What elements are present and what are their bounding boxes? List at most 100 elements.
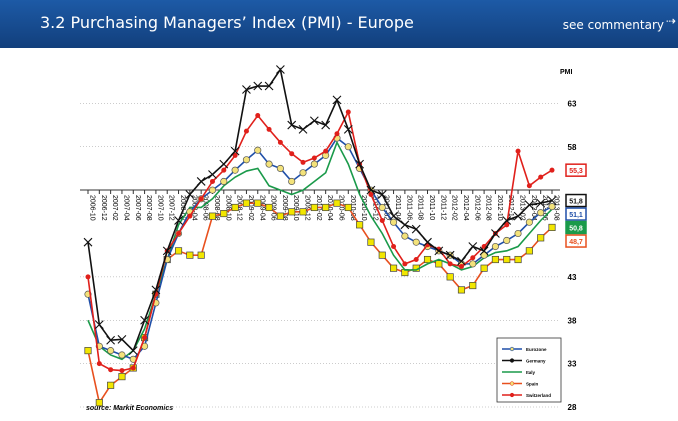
data-point <box>447 261 453 267</box>
data-point <box>344 143 352 151</box>
data-point <box>187 213 193 219</box>
x-tick-label: 2011-06 <box>405 195 412 220</box>
data-point <box>174 216 183 225</box>
data-point <box>514 229 522 238</box>
data-point <box>162 246 172 256</box>
page-title: 3.2 Purchasing Managers’ Index (PMI) - E… <box>40 13 414 32</box>
data-point <box>117 334 127 344</box>
data-point <box>469 282 477 290</box>
data-point <box>209 178 215 184</box>
end-label: 50,8 <box>569 226 583 233</box>
data-point <box>480 251 488 259</box>
commentary-link[interactable]: see commentary <box>562 18 664 32</box>
data-point <box>378 203 386 212</box>
data-point <box>446 273 454 281</box>
data-point <box>504 222 510 228</box>
data-point <box>525 218 533 226</box>
data-point <box>198 196 204 202</box>
data-point <box>265 203 273 212</box>
x-tick-label: 2010-08 <box>349 195 356 221</box>
end-label-box <box>565 220 587 235</box>
series-line <box>87 109 553 372</box>
header: 3.2 Purchasing Managers’ Index (PMI) - E… <box>0 0 678 48</box>
data-point <box>389 211 398 221</box>
legend-label: Switzerland <box>526 393 551 398</box>
data-point <box>310 203 318 212</box>
data-point <box>288 208 296 216</box>
data-point <box>538 174 544 180</box>
data-point <box>548 223 556 231</box>
data-point <box>288 177 296 186</box>
data-point <box>128 346 138 356</box>
data-point <box>242 199 250 207</box>
x-tick-label: 2008-08 <box>213 195 220 221</box>
data-point <box>378 251 386 259</box>
data-point <box>253 81 263 91</box>
data-point <box>298 125 308 134</box>
data-point <box>343 125 353 134</box>
x-tick-label: 2009-10 <box>292 195 299 221</box>
x-tick-label: 2009-12 <box>304 195 311 221</box>
x-tick-label: 2009-04 <box>258 195 265 221</box>
x-tick-label: 2011-10 <box>428 195 435 220</box>
data-point <box>411 224 421 234</box>
data-point <box>524 200 534 210</box>
data-point <box>402 261 408 267</box>
data-point <box>549 167 555 173</box>
link-arrow[interactable]: ⇢ <box>665 14 676 28</box>
data-point <box>289 151 295 157</box>
data-point <box>276 164 284 172</box>
source-note: source: Markit Economics <box>86 405 173 412</box>
data-point <box>197 251 205 259</box>
data-point <box>130 365 136 371</box>
data-point <box>266 126 272 132</box>
data-point <box>366 185 376 195</box>
data-point <box>242 85 251 94</box>
data-point <box>185 190 195 199</box>
data-point <box>423 237 432 247</box>
data-point <box>186 251 194 259</box>
data-point <box>94 320 104 329</box>
data-point <box>379 217 385 223</box>
data-point <box>242 156 250 164</box>
legend-label: Germany <box>526 359 546 364</box>
data-point <box>457 286 466 294</box>
x-tick-label: 2007-08 <box>145 195 152 221</box>
end-label-box <box>565 193 587 208</box>
x-tick-label: 2012-04 <box>462 195 469 221</box>
data-point <box>84 347 92 355</box>
data-point <box>390 218 398 226</box>
data-point <box>83 237 93 247</box>
data-point <box>391 244 397 250</box>
x-tick-label: 2009-02 <box>247 195 254 221</box>
x-tick-label: 2007-02 <box>111 195 118 221</box>
data-point <box>401 232 409 240</box>
data-point <box>434 246 444 256</box>
legend-marker <box>509 358 515 363</box>
data-point <box>321 120 331 130</box>
y-tick-label: 33 <box>568 360 577 369</box>
data-point <box>503 236 511 244</box>
x-tick-label: 2007-06 <box>134 195 141 221</box>
data-point <box>368 191 374 197</box>
x-tick-label: 2012-02 <box>451 195 458 221</box>
data-point <box>547 196 557 205</box>
x-tick-label: 2008-02 <box>179 195 186 221</box>
data-point <box>174 247 183 255</box>
data-point <box>254 199 262 207</box>
data-point <box>220 177 228 186</box>
x-tick-label: 2006-10 <box>89 195 96 221</box>
legend-label: Eurozone <box>526 347 547 352</box>
data-point <box>230 146 240 156</box>
series <box>85 109 555 374</box>
x-tick-label: 2012-12 <box>507 195 514 221</box>
x-tick-label: 2009-08 <box>281 195 288 221</box>
data-point <box>423 255 432 264</box>
data-point <box>176 231 182 236</box>
data-point <box>231 203 239 212</box>
data-point <box>310 160 318 168</box>
series <box>83 65 557 356</box>
data-point <box>469 260 477 268</box>
data-point <box>255 113 261 119</box>
